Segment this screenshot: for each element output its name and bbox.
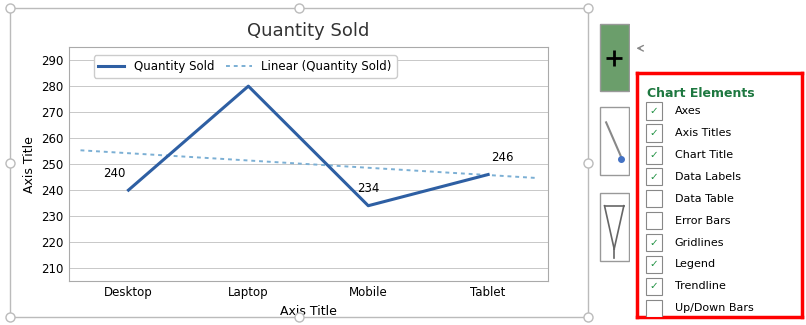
- Text: ✓: ✓: [650, 106, 659, 116]
- Text: Trendline: Trendline: [675, 281, 725, 292]
- Text: ✓: ✓: [650, 238, 659, 248]
- Text: Axis Titles: Axis Titles: [675, 128, 731, 138]
- Text: Error Bars: Error Bars: [675, 215, 730, 226]
- Text: 240: 240: [103, 167, 125, 180]
- Text: ✓: ✓: [650, 259, 659, 269]
- Text: Data Table: Data Table: [675, 194, 733, 204]
- Text: ✓: ✓: [650, 128, 659, 138]
- Text: Gridlines: Gridlines: [675, 238, 725, 248]
- FancyBboxPatch shape: [646, 102, 663, 120]
- Text: ✓: ✓: [650, 172, 659, 182]
- FancyBboxPatch shape: [646, 278, 663, 295]
- FancyBboxPatch shape: [646, 146, 663, 163]
- Text: 280: 280: [237, 63, 260, 76]
- FancyBboxPatch shape: [600, 107, 629, 175]
- Title: Quantity Sold: Quantity Sold: [247, 22, 369, 40]
- FancyBboxPatch shape: [600, 193, 629, 261]
- Text: Axes: Axes: [675, 106, 701, 116]
- Text: Legend: Legend: [675, 259, 716, 269]
- FancyBboxPatch shape: [646, 168, 663, 186]
- Text: 234: 234: [357, 182, 380, 195]
- Text: Chart Title: Chart Title: [675, 150, 733, 160]
- Text: Data Labels: Data Labels: [675, 172, 741, 182]
- FancyBboxPatch shape: [646, 234, 663, 251]
- FancyBboxPatch shape: [600, 24, 629, 92]
- Text: ✓: ✓: [650, 281, 659, 292]
- Legend: Quantity Sold, Linear (Quantity Sold): Quantity Sold, Linear (Quantity Sold): [93, 55, 397, 78]
- Text: Chart Elements: Chart Elements: [646, 86, 754, 99]
- Text: 246: 246: [492, 151, 513, 164]
- FancyBboxPatch shape: [646, 124, 663, 142]
- FancyBboxPatch shape: [646, 256, 663, 273]
- FancyBboxPatch shape: [646, 212, 663, 229]
- Text: ✓: ✓: [650, 150, 659, 160]
- Y-axis label: Axis Title: Axis Title: [23, 136, 35, 192]
- Text: Up/Down Bars: Up/Down Bars: [675, 303, 754, 313]
- FancyBboxPatch shape: [646, 300, 663, 317]
- FancyBboxPatch shape: [646, 190, 663, 207]
- X-axis label: Axis Title: Axis Title: [280, 305, 337, 318]
